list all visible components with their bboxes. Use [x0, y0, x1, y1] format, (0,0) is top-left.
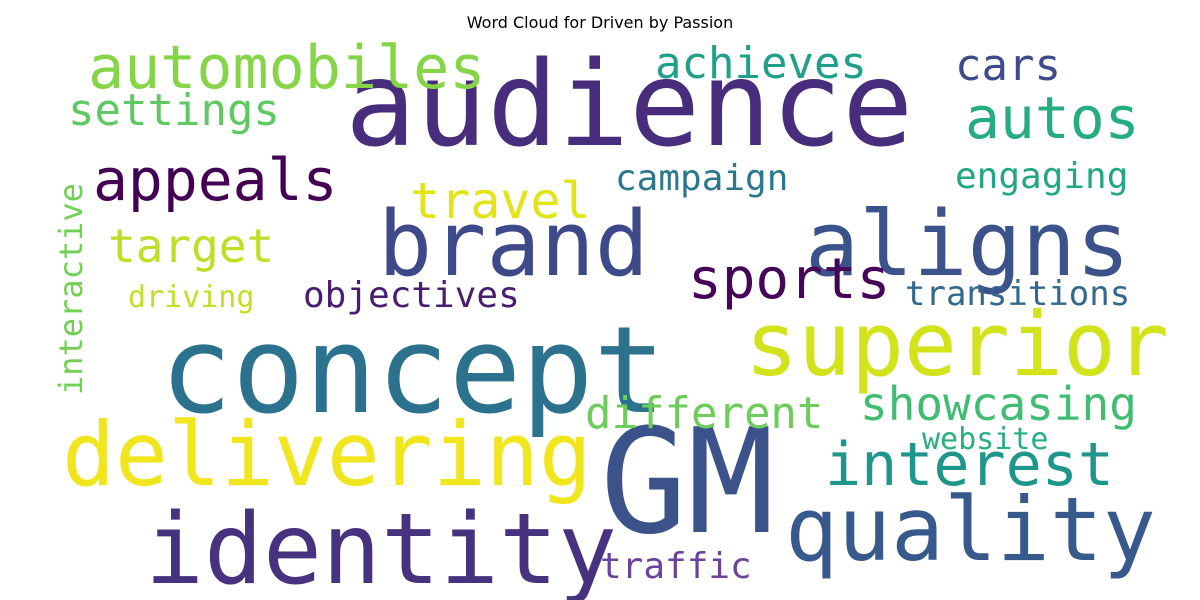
- word-appeals: appeals: [93, 146, 337, 214]
- chart-title: Word Cloud for Driven by Passion: [467, 13, 733, 32]
- word-settings: settings: [68, 85, 280, 136]
- word-audience: audience: [345, 35, 913, 173]
- word-aligns: aligns: [805, 192, 1130, 297]
- word-engaging: engaging: [955, 156, 1128, 197]
- word-interactive: interactive: [52, 183, 90, 395]
- word-showcasing: showcasing: [860, 377, 1137, 431]
- word-interest: interest: [825, 430, 1114, 500]
- word-different: different: [585, 388, 823, 439]
- word-brand: brand: [378, 192, 649, 297]
- word-autos: autos: [965, 84, 1140, 152]
- word-sports: sports: [688, 247, 890, 312]
- word-objectives: objectives: [303, 275, 520, 316]
- word-superior: superior: [745, 293, 1169, 396]
- word-concept: concept: [160, 302, 666, 441]
- word-campaign: campaign: [615, 158, 788, 199]
- word-identity: identity: [145, 493, 617, 600]
- word-traffic: traffic: [600, 546, 752, 587]
- word-delivering: delivering: [62, 403, 592, 506]
- word-travel: travel: [410, 172, 591, 230]
- word-quality: quality: [785, 478, 1156, 581]
- word-driving: driving: [128, 280, 254, 315]
- word-cars: cars: [955, 40, 1061, 91]
- word-automobiles: automobiles: [88, 33, 485, 103]
- word-target: target: [108, 219, 274, 273]
- word-transitions: transitions: [905, 274, 1130, 314]
- word-website: website: [922, 422, 1048, 457]
- word-achieves: achieves: [655, 38, 867, 89]
- word-gm: GM: [600, 398, 775, 567]
